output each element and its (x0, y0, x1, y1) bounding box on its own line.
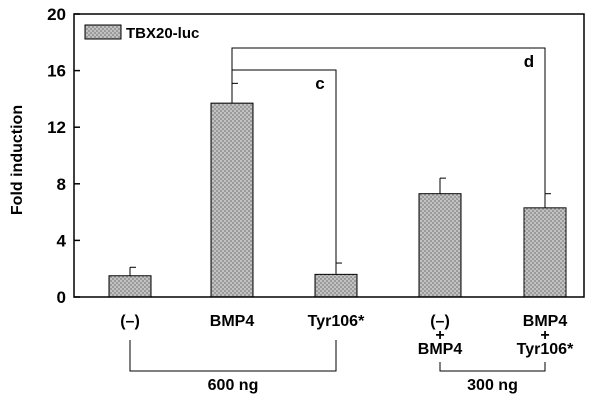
y-axis-label: Fold induction (9, 105, 26, 215)
x-tick-label: (–)+BMP4 (418, 313, 463, 358)
bar (314, 273, 358, 298)
x-tick-label: BMP4 (210, 313, 255, 330)
x-tick-label-line: Tyr106* (308, 313, 365, 330)
bar (523, 207, 567, 298)
x-tick-label-line: BMP4 (418, 341, 463, 358)
comparison-label: c (315, 74, 324, 93)
y-axis: 0 4 8 12 16 20 (47, 5, 80, 307)
y-tick-label: 20 (47, 5, 66, 24)
group-bracket: 600 ng (129, 340, 337, 394)
group-bracket-line (439, 362, 546, 372)
plot-frame (73, 13, 585, 298)
x-tick-label-line: (–) (120, 313, 140, 330)
bars (108, 102, 567, 298)
x-tick-label: BMP4+Tyr106* (517, 313, 574, 358)
group-label: 600 ng (208, 377, 259, 394)
group-brackets: 600 ng 300 ng (129, 340, 546, 394)
bar (418, 193, 462, 298)
legend-swatch (84, 24, 122, 40)
legend-label: TBX20-luc (126, 25, 199, 42)
error-bar (439, 177, 446, 194)
x-tick-label-line: Tyr106* (517, 341, 574, 358)
group-label: 300 ng (467, 377, 518, 394)
x-tick-label: Tyr106* (308, 313, 365, 330)
y-tick-label: 0 (57, 288, 66, 307)
error-bar (129, 266, 136, 276)
error-bars (129, 82, 551, 276)
comparison-bracket-d: d (231, 47, 546, 194)
x-tick-label: (–) (120, 313, 140, 330)
comparison-label: d (524, 52, 534, 71)
error-bar (544, 193, 551, 208)
y-tick-label: 8 (57, 175, 66, 194)
bar (210, 102, 254, 298)
group-bracket: 300 ng (439, 362, 546, 394)
x-tick-label-line: (–) (430, 313, 450, 330)
y-tick-label: 12 (47, 118, 66, 137)
group-bracket-line (129, 340, 337, 372)
comparison-brackets: cd (231, 47, 546, 264)
x-tick-label-line: + (435, 327, 444, 344)
y-tick-label: 16 (47, 62, 66, 81)
x-tick-label-line: BMP4 (210, 313, 255, 330)
x-tick-label-line: BMP4 (523, 313, 568, 330)
y-tick-label: 4 (57, 231, 67, 250)
error-bar (231, 82, 238, 104)
comparison-line (231, 47, 546, 194)
bar (108, 275, 152, 298)
legend: TBX20-luc (84, 24, 199, 42)
error-bar (335, 262, 342, 275)
x-tick-label-line: + (540, 327, 549, 344)
